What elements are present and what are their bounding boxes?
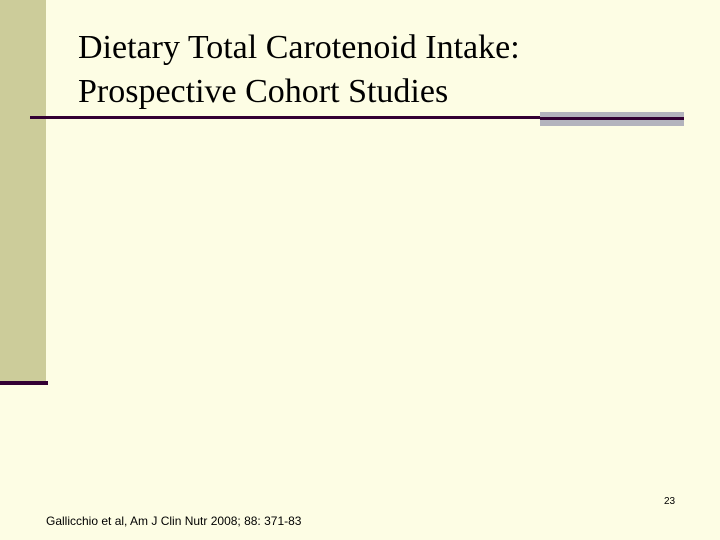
side-bar xyxy=(0,0,46,383)
page-number: 23 xyxy=(664,496,676,507)
title-line: Dietary Total Carotenoid Intake: xyxy=(78,29,520,66)
title-rule xyxy=(30,116,540,119)
citation: Gallicchio et al, Am J Clin Nutr 2008; 8… xyxy=(46,514,302,528)
title-rule-end xyxy=(540,117,684,120)
slide-title: Dietary Total Carotenoid Intake: Prospec… xyxy=(78,26,520,114)
title-line: Prospective Cohort Studies xyxy=(78,73,449,110)
side-bar-foot xyxy=(0,381,48,385)
